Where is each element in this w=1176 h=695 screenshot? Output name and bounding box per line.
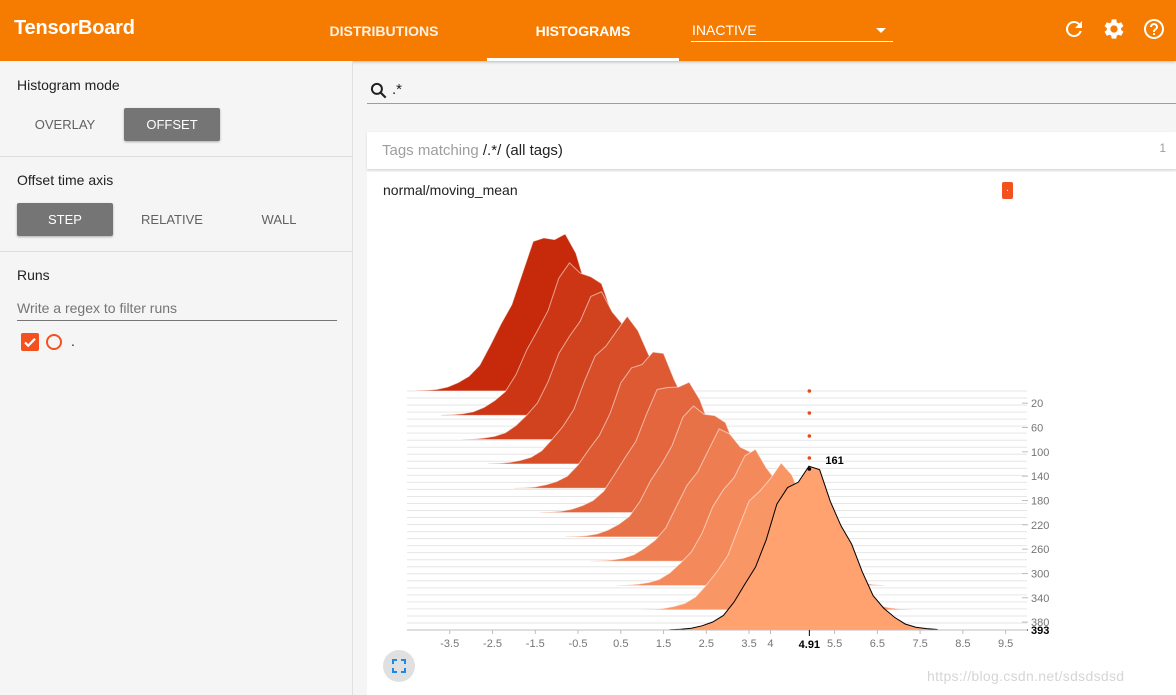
- run-label-badge: .: [1002, 182, 1013, 199]
- x-tick-label: 9.5: [998, 638, 1013, 650]
- x-tick-label: -2.5: [483, 638, 502, 650]
- checkmark-icon: [24, 338, 36, 348]
- top-app-bar: TensorBoard DISTRIBUTIONS HISTOGRAMS INA…: [0, 0, 1176, 61]
- hover-marker-dot: [807, 434, 812, 438]
- x-tick-label: 6.5: [870, 638, 885, 650]
- inactive-plugins-dropdown[interactable]: INACTIVE: [691, 20, 893, 42]
- y-tick-label: 220: [1031, 520, 1049, 532]
- x-tick-label: 7.5: [912, 638, 927, 650]
- y-tick-label: 140: [1031, 471, 1049, 483]
- sidebar: Histogram mode OVERLAY OFFSET Offset tim…: [0, 61, 353, 695]
- chart-title: normal/moving_mean: [383, 182, 518, 198]
- x-tick-label: 1.5: [656, 638, 671, 650]
- watermark: https://blog.csdn.net/sdsdsdsd: [927, 668, 1125, 684]
- search-icon: [370, 82, 387, 99]
- histogram-mode-title: Histogram mode: [17, 77, 120, 93]
- x-tick-label: 4: [767, 638, 773, 650]
- hover-count-label: 161: [825, 455, 843, 467]
- hover-marker-dot: [807, 389, 812, 393]
- y-tick-label: 60: [1031, 422, 1043, 434]
- y-tick-label: 340: [1031, 593, 1049, 605]
- x-tick-label: -0.5: [569, 638, 588, 650]
- overlay-button[interactable]: OVERLAY: [34, 117, 96, 132]
- hover-marker-dot: [807, 411, 812, 415]
- run-filter-input[interactable]: Write a regex to filter runs: [17, 298, 337, 321]
- x-tick-label: 2.5: [699, 638, 714, 650]
- y-tick-label: 180: [1031, 495, 1049, 507]
- settings-icon[interactable]: [1102, 17, 1126, 41]
- tab-distributions[interactable]: DISTRIBUTIONS: [329, 22, 439, 39]
- inactive-dropdown-label: INACTIVE: [692, 22, 757, 38]
- y-tick-label: 380: [1031, 617, 1049, 629]
- relative-button[interactable]: RELATIVE: [141, 212, 203, 227]
- histogram-slice: [669, 466, 938, 630]
- step-button[interactable]: STEP: [17, 203, 113, 236]
- tab-histograms[interactable]: HISTOGRAMS: [487, 0, 679, 61]
- refresh-icon[interactable]: [1062, 17, 1086, 41]
- run-checkbox[interactable]: [21, 333, 39, 351]
- x-tick-label: -3.5: [440, 638, 459, 650]
- x-tick-label: 8.5: [955, 638, 970, 650]
- offset-button[interactable]: OFFSET: [124, 108, 220, 141]
- fullscreen-icon: [392, 659, 406, 673]
- help-icon[interactable]: [1142, 17, 1166, 41]
- tags-count: 1: [1159, 141, 1166, 155]
- divider: [0, 251, 353, 252]
- app-title: TensorBoard: [14, 17, 135, 39]
- hover-marker-dot: [807, 456, 812, 460]
- search-text: .*: [392, 81, 403, 98]
- x-tick-label: 0.5: [613, 638, 628, 650]
- expand-button[interactable]: [383, 650, 415, 682]
- tags-matching-card[interactable]: Tags matching /.*/ (all tags) 1: [367, 132, 1176, 169]
- run-name: .: [71, 333, 75, 349]
- highlight-outline: [669, 465, 938, 631]
- wall-button[interactable]: WALL: [261, 212, 297, 227]
- y-tick-label: 20: [1031, 398, 1043, 410]
- run-filter-placeholder: Write a regex to filter runs: [17, 300, 178, 316]
- runs-title: Runs: [17, 267, 50, 283]
- x-tick-label: 5.5: [827, 638, 842, 650]
- offset-time-axis-title: Offset time axis: [17, 172, 114, 188]
- hover-step-label: 393: [1031, 625, 1049, 637]
- x-tick-label: 3.5: [741, 638, 756, 650]
- hover-x-label: 4.91: [799, 639, 820, 651]
- chevron-down-icon: [876, 28, 886, 33]
- y-tick-label: 100: [1031, 447, 1049, 459]
- tags-matching-label: Tags matching /.*/ (all tags): [382, 142, 563, 159]
- divider: [0, 156, 353, 157]
- x-tick-label: -1.5: [526, 638, 545, 650]
- hover-point: [807, 467, 812, 471]
- tag-search-input[interactable]: .*: [367, 78, 1176, 104]
- y-tick-label: 260: [1031, 544, 1049, 556]
- run-color-circle[interactable]: [46, 334, 62, 350]
- y-tick-label: 300: [1031, 568, 1049, 580]
- histogram-card: normal/moving_mean . 20 60 100 140 180 220 260…: [367, 172, 1176, 695]
